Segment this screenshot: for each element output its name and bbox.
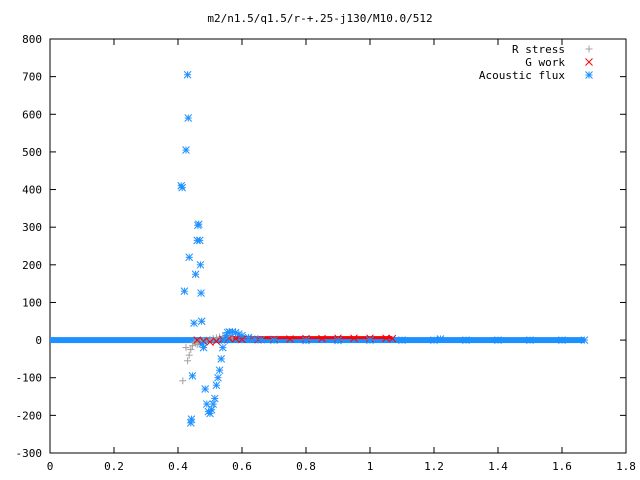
x-tick-label: 0 <box>47 460 54 473</box>
x-tick-label: 0.2 <box>104 460 124 473</box>
y-tick-label: 500 <box>22 146 42 159</box>
data-point <box>202 400 211 408</box>
x-tick-label: 1.4 <box>488 460 508 473</box>
x-tick-label: 0.6 <box>232 460 252 473</box>
data-point <box>212 337 221 346</box>
data-point <box>318 334 326 343</box>
y-tick-label: -100 <box>16 372 43 385</box>
data-point <box>350 334 358 343</box>
legend-marker <box>585 71 593 79</box>
data-point <box>398 336 406 344</box>
series-layer <box>50 70 589 427</box>
legend-marker <box>585 45 593 53</box>
data-point <box>238 331 246 340</box>
data-point <box>192 339 200 347</box>
data-point <box>178 183 187 192</box>
data-point <box>558 336 566 344</box>
y-tick-label: 700 <box>22 71 42 84</box>
data-point <box>184 114 193 122</box>
data-point <box>212 381 221 390</box>
data-point <box>257 335 266 344</box>
data-point <box>270 336 278 344</box>
data-point <box>286 335 294 343</box>
data-point <box>197 289 205 297</box>
data-point <box>182 146 190 154</box>
y-tick-label: 400 <box>22 184 42 197</box>
data-point <box>231 334 240 343</box>
data-point <box>201 385 210 393</box>
g-work-band <box>232 336 393 340</box>
data-point <box>436 335 445 343</box>
legend-marker <box>585 58 593 66</box>
data-point <box>193 336 202 344</box>
series-acoustic-flux <box>177 70 589 427</box>
data-point <box>250 335 259 343</box>
data-point <box>195 236 204 245</box>
legend-label: R stress <box>512 43 565 56</box>
data-point <box>199 343 208 352</box>
legend-label: G work <box>525 56 565 69</box>
data-point <box>184 357 192 365</box>
data-point <box>388 334 397 343</box>
data-point <box>209 400 218 408</box>
data-point <box>187 346 195 353</box>
y-tick-label: 100 <box>22 296 42 309</box>
data-point <box>430 336 438 344</box>
data-point <box>244 333 253 342</box>
data-point <box>197 317 206 326</box>
data-point <box>206 338 214 346</box>
data-point <box>187 415 196 423</box>
axes: 0 0.2 0.4 0.6 0.8 1 1.2 1.4 1.6 1.8 800 700 600 500 40… <box>16 33 636 473</box>
y-tick-label: -200 <box>16 409 43 422</box>
y-tick-label: -300 <box>16 447 43 460</box>
data-point <box>214 373 222 382</box>
data-point <box>194 220 203 229</box>
data-point <box>238 335 246 344</box>
data-point <box>210 394 219 403</box>
chart-title: m2/n1.5/q1.5/r-+.25-j130/M10.0/512 <box>207 12 432 25</box>
plot-frame <box>49 38 627 454</box>
x-tick-label: 0.4 <box>168 460 188 473</box>
data-point <box>180 287 189 296</box>
data-point <box>334 336 342 345</box>
data-point <box>366 336 374 344</box>
data-point <box>196 260 205 269</box>
y-tick-label: 0 <box>35 334 42 347</box>
data-point <box>580 336 589 344</box>
x-tick-label: 1.2 <box>424 460 444 473</box>
data-point <box>182 344 190 352</box>
data-point <box>218 343 227 352</box>
data-point <box>185 253 194 262</box>
legend-label: Acoustic flux <box>479 69 565 82</box>
y-tick-label: 600 <box>22 108 42 121</box>
data-point <box>183 70 192 79</box>
data-point <box>462 336 470 344</box>
data-point <box>217 355 226 363</box>
data-point <box>185 351 193 359</box>
x-tick-label: 1 <box>367 460 374 473</box>
data-point <box>191 270 200 279</box>
data-point <box>302 336 310 345</box>
y-tick-label: 200 <box>22 259 42 272</box>
data-point <box>212 334 220 342</box>
x-tick-label: 1.8 <box>616 460 636 473</box>
y-tick-label: 800 <box>22 33 42 46</box>
data-point <box>215 366 224 375</box>
x-tick-label: 0.8 <box>296 460 316 473</box>
data-point <box>179 377 187 385</box>
x-tick-label: 1.6 <box>552 460 572 473</box>
data-point <box>207 405 216 414</box>
data-point <box>188 371 197 380</box>
data-point <box>190 319 198 328</box>
acoustic-flux-baseline <box>50 337 585 344</box>
y-tick-label: 300 <box>22 221 42 234</box>
data-point <box>526 336 534 344</box>
data-point <box>494 336 502 344</box>
data-point <box>382 334 390 343</box>
